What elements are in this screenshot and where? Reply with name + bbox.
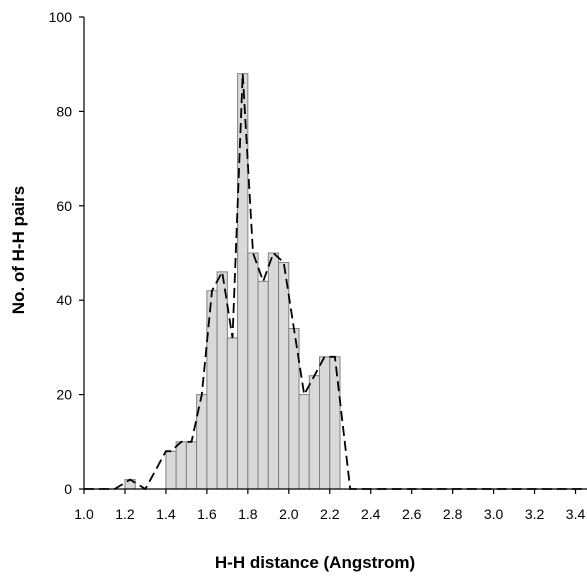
histogram-bar-12 [278, 261, 290, 490]
x-tick-label-9: 2.8 [443, 506, 463, 522]
x-tick-label-4: 1.8 [238, 506, 258, 522]
histogram-bar-17 [329, 356, 341, 490]
x-tick-label-11: 3.2 [525, 506, 545, 522]
histogram-bar-11 [267, 252, 280, 490]
trend-line [84, 73, 587, 491]
histogram-bar-3 [185, 441, 198, 490]
y-tick-label-4: 80 [56, 103, 72, 119]
histogram-bar-1 [165, 450, 177, 490]
x-axis-title: H-H distance (Angstrom) [215, 553, 415, 572]
y-tick-label-2: 40 [56, 292, 72, 308]
y-tick-label-0: 0 [64, 481, 72, 497]
y-tick-label-5: 100 [49, 9, 73, 25]
histogram-bar-10 [257, 280, 269, 490]
x-tick-label-0: 1.0 [74, 506, 94, 522]
x-tick-label-10: 3.0 [484, 506, 504, 522]
histogram-bar-13 [288, 328, 300, 490]
y-tick-label-3: 60 [56, 198, 72, 214]
x-tick-label-5: 2.0 [279, 506, 299, 522]
histogram-bar-9 [247, 252, 259, 490]
x-tick-label-2: 1.4 [156, 506, 176, 522]
x-tick-label-3: 1.6 [197, 506, 217, 522]
x-tick-label-6: 2.2 [320, 506, 340, 522]
bars-layer [124, 73, 341, 490]
x-tick-label-12: 3.4 [566, 506, 586, 522]
y-axis-title: No. of H-H pairs [9, 186, 28, 314]
histogram-bar-6 [216, 271, 228, 490]
x-tick-label-1: 1.2 [115, 506, 135, 522]
ticks-layer: 0 20 40 60 80 100 1.0 1.2 1.4 1.6 1.8 2.0 2.2 2.4 2.6 2… [49, 9, 586, 522]
histogram-bar-15 [308, 375, 321, 490]
y-tick-label-1: 20 [56, 387, 72, 403]
histogram-bar-2 [175, 441, 187, 490]
x-tick-label-8: 2.6 [402, 506, 422, 522]
histogram-bar-14 [298, 394, 310, 490]
histogram-bar-16 [319, 356, 331, 490]
histogram-bar-7 [226, 337, 239, 490]
x-tick-label-7: 2.4 [361, 506, 381, 522]
